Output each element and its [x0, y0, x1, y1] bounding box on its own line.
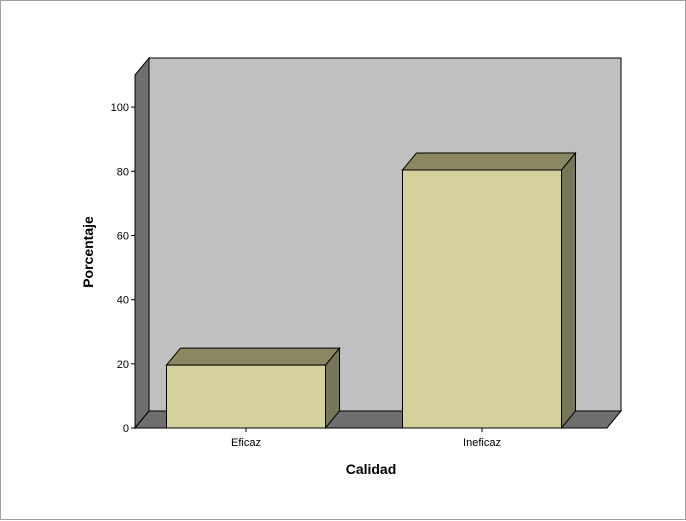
bar-ineficaz: [401, 151, 577, 430]
x-tick-label: Ineficaz: [463, 437, 501, 449]
y-tick-label: 20: [117, 359, 129, 371]
side-wall: [134, 56, 150, 430]
y-tick-label: 60: [117, 230, 129, 242]
bar-top: [165, 347, 341, 366]
bar-eficaz: [165, 346, 341, 430]
y-axis: 0 20 40 60 80 100: [111, 75, 136, 435]
bar-top: [401, 152, 577, 171]
y-tick-label: 0: [123, 423, 129, 435]
bars: [165, 151, 577, 430]
x-axis-title: Calidad: [346, 461, 397, 477]
bar-front: [402, 169, 562, 429]
y-axis-title: Porcentaje: [80, 216, 96, 288]
y-tick-label: 40: [117, 295, 129, 307]
x-tick-label: Eficaz: [231, 437, 261, 449]
x-axis: Eficaz Ineficaz: [135, 427, 607, 449]
y-tick-label: 80: [117, 166, 129, 178]
bar-front: [166, 364, 326, 429]
bar-side: [561, 151, 576, 430]
y-tick-label: 100: [111, 102, 129, 114]
